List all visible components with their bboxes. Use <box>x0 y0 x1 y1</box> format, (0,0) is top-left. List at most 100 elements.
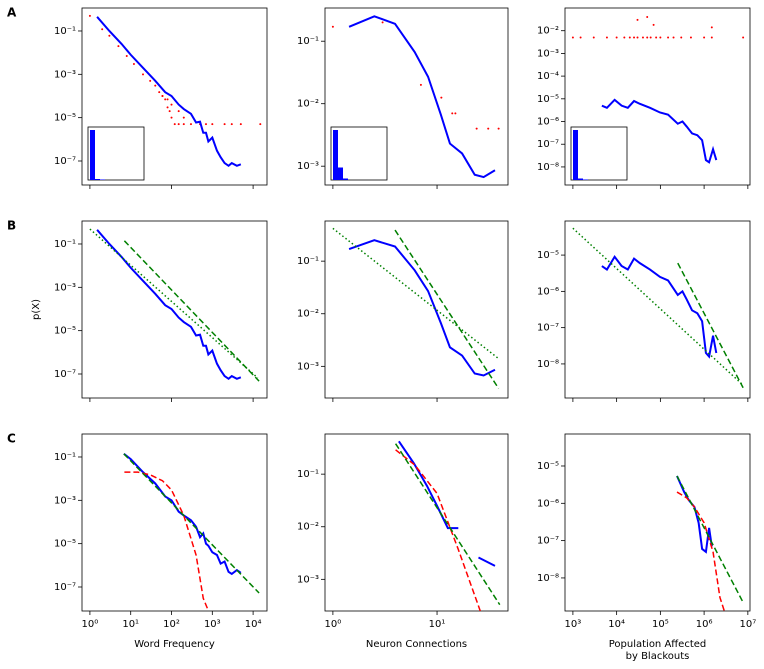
x-tick-label: 10⁷ <box>739 619 756 630</box>
data-point <box>579 36 582 39</box>
plot-frame <box>81 220 268 399</box>
inset-frame <box>570 126 628 181</box>
inset-bar <box>90 130 95 180</box>
data-point <box>419 83 422 86</box>
y-tick-label: 10⁻¹ <box>297 469 319 480</box>
x-tick-label: 10⁵ <box>652 619 669 630</box>
data-point <box>166 106 169 109</box>
data-point <box>149 79 152 82</box>
data-point <box>168 110 171 113</box>
y-tick-label: 10⁻³ <box>537 48 559 59</box>
data-point <box>649 36 652 39</box>
y-tick-label: 10⁻⁶ <box>537 286 559 297</box>
y-tick-label: 10⁻¹ <box>54 239 76 250</box>
fit-line <box>89 228 259 379</box>
data-point <box>623 36 626 39</box>
data-point <box>204 123 207 126</box>
data-line <box>96 229 242 381</box>
data-point <box>633 36 636 39</box>
inset-bar <box>338 167 343 180</box>
data-point <box>173 123 176 126</box>
data-point <box>615 36 618 39</box>
data-point <box>636 18 639 21</box>
data-point <box>166 98 169 101</box>
data-point <box>117 45 120 48</box>
x-tick-label: 10⁴ <box>608 619 625 630</box>
y-tick-label: 10⁻⁵ <box>537 461 559 472</box>
fit-line <box>394 443 501 606</box>
x-tick-label: 10⁰ <box>325 619 342 630</box>
y-tick-label: 10⁻² <box>297 522 319 533</box>
y-tick-label: 10⁻⁷ <box>537 536 559 547</box>
x-tick-label: 10¹ <box>122 619 139 630</box>
y-tick-label: 10⁻⁵ <box>54 326 76 337</box>
fit-line <box>572 227 744 386</box>
data-line <box>96 16 242 168</box>
y-tick-label: 10⁻⁵ <box>537 94 559 105</box>
data-point <box>164 98 167 101</box>
x-tick-label: 10³ <box>565 619 582 630</box>
data-point <box>605 36 608 39</box>
panel-label: B <box>7 219 16 233</box>
data-point <box>655 36 658 39</box>
data-point <box>592 36 595 39</box>
data-point <box>177 123 180 126</box>
x-tick-label: 10³ <box>204 619 221 630</box>
y-tick-label: 10⁻⁵ <box>54 113 76 124</box>
data-point <box>101 28 104 31</box>
y-tick-label: 10⁻³ <box>54 495 76 506</box>
y-tick-label: 10⁻² <box>297 99 319 110</box>
data-point <box>703 36 706 39</box>
y-tick-label: 10⁻⁷ <box>537 139 559 150</box>
data-point <box>646 36 649 39</box>
fit-line <box>332 227 500 360</box>
data-point <box>161 94 164 97</box>
data-point <box>141 73 144 76</box>
y-tick-label: 10⁻¹ <box>54 452 76 463</box>
data-point <box>189 123 192 126</box>
panel-label: A <box>7 6 17 20</box>
data-point <box>689 36 692 39</box>
y-tick-label: 10⁻⁷ <box>537 323 559 334</box>
data-point <box>636 36 639 39</box>
data-point <box>125 55 128 58</box>
data-point <box>646 16 649 19</box>
data-point <box>451 112 454 115</box>
plot-frame <box>324 433 509 612</box>
inset-bar <box>333 130 338 180</box>
plot-frame <box>324 220 509 399</box>
data-point <box>132 62 135 65</box>
y-tick-label: 10⁻³ <box>54 69 76 80</box>
fit-line <box>676 475 744 603</box>
fit-line <box>394 229 500 389</box>
plot-frame <box>324 7 509 186</box>
data-point <box>259 123 262 126</box>
inset-bar <box>578 178 583 180</box>
y-tick-label: 10⁻⁸ <box>537 359 559 370</box>
data-point <box>440 96 443 99</box>
plot-frame <box>564 7 751 186</box>
panel-label: C <box>7 432 16 446</box>
data-line <box>601 98 718 164</box>
data-point <box>108 34 111 37</box>
y-tick-label: 10⁻⁷ <box>54 369 76 380</box>
x-tick-label: 10² <box>163 619 180 630</box>
fit-line <box>677 262 744 389</box>
data-point <box>742 36 745 39</box>
data-point <box>475 127 478 130</box>
y-tick-label: 10⁻⁶ <box>537 117 559 128</box>
plot-frame <box>81 7 268 186</box>
data-point <box>652 23 655 26</box>
data-point <box>381 21 384 24</box>
data-point <box>158 91 161 94</box>
fit-line <box>676 491 726 611</box>
inset-bar <box>573 130 578 180</box>
data-line <box>601 254 718 359</box>
plot-frame <box>564 433 751 612</box>
data-point <box>571 36 574 39</box>
data-point <box>454 112 457 115</box>
data-point <box>230 123 233 126</box>
data-point <box>628 36 631 39</box>
fit-line <box>124 471 210 611</box>
